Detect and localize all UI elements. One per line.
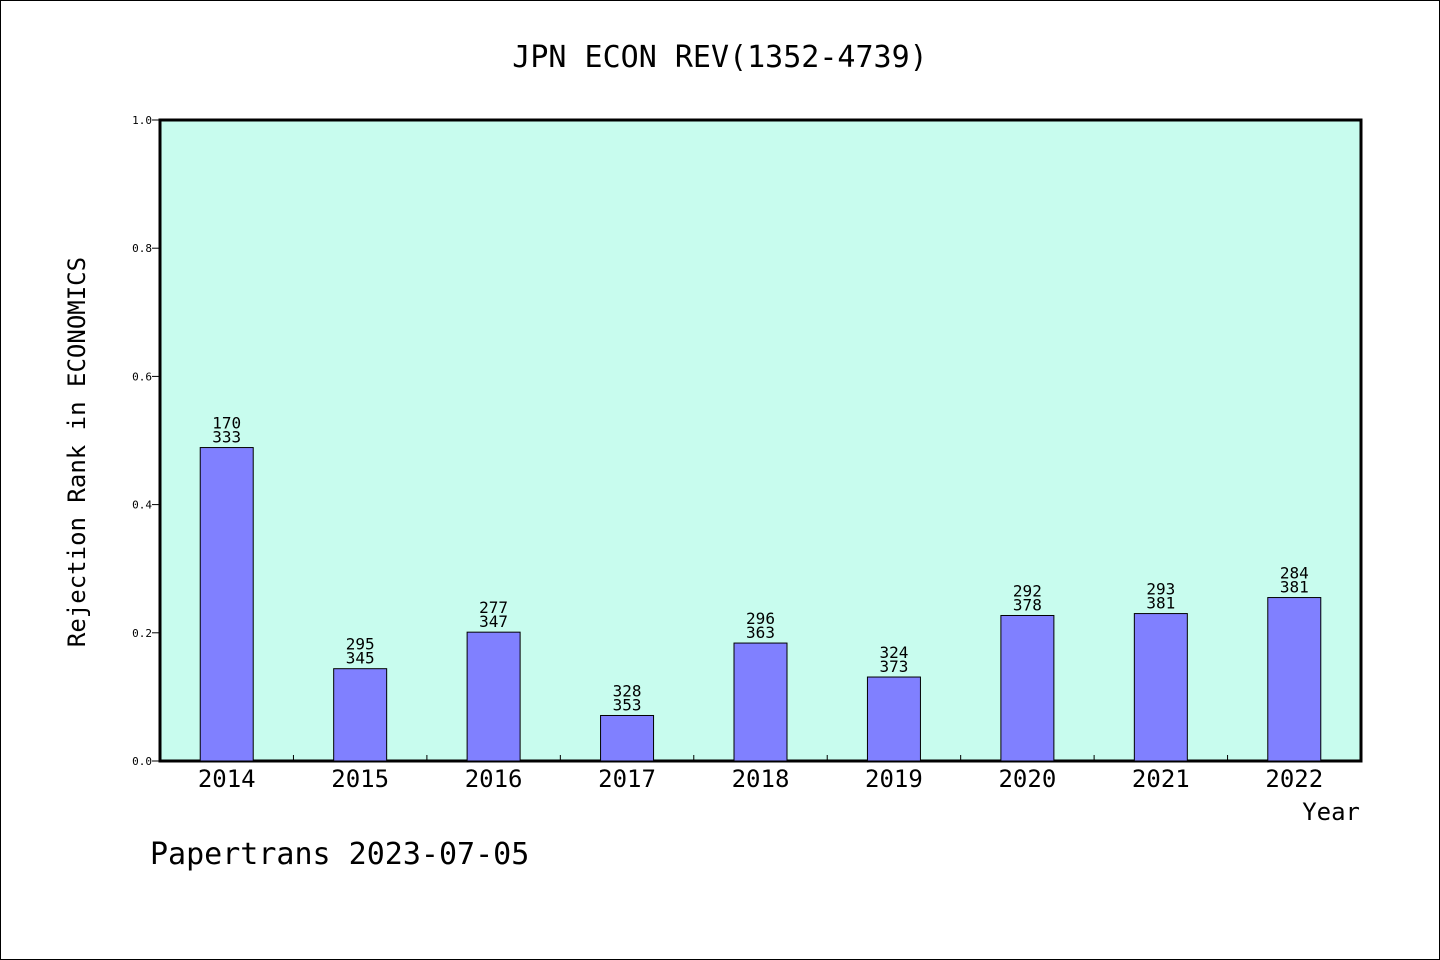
y-tick-label: 0.8 [132, 242, 152, 255]
y-tick-label: 0.2 [132, 627, 152, 640]
bar-label-bottom: 373 [879, 657, 908, 676]
bar-2018 [733, 642, 788, 762]
bar-label-bottom: 378 [1013, 595, 1042, 614]
bar-label-top: 328 [613, 681, 642, 700]
x-axis-label: Year [1302, 798, 1360, 826]
y-tick-label: 0.4 [132, 499, 152, 512]
y-axis: 0.0 0.2 0.4 0.6 0.8 1.0 [132, 114, 160, 768]
bar-2019 [866, 676, 921, 762]
bar-label-top: 324 [879, 643, 908, 662]
bar-series [199, 447, 1322, 762]
bar-2022 [1267, 597, 1322, 762]
bar-label-bottom: 345 [346, 649, 375, 668]
bar-label-bottom: 353 [613, 695, 642, 714]
bar-labels: 1703332953452773473283532963633243732923… [212, 414, 1308, 715]
bar-label-top: 277 [479, 598, 508, 617]
bar-label-bottom: 347 [479, 612, 508, 631]
bar-label-top: 295 [346, 635, 375, 654]
bar-2015 [333, 668, 388, 762]
bar-label-bottom: 363 [746, 623, 775, 642]
bar-2020 [1000, 614, 1055, 762]
bar-2021 [1133, 613, 1188, 762]
bar-label-top: 296 [746, 609, 775, 628]
y-tick-label: 0.0 [132, 755, 152, 768]
bar-label-top: 293 [1146, 580, 1175, 599]
bar-2017 [600, 714, 655, 762]
x-axis: 2014 2015 2016 2017 2018 2019 2020 2021 2022 [198, 755, 1323, 793]
x-tick-label: 2022 [1265, 765, 1323, 793]
y-tick-label: 1.0 [132, 114, 152, 127]
x-tick-label: 2020 [998, 765, 1056, 793]
x-tick-label: 2016 [465, 765, 523, 793]
chart-title: JPN ECON REV(1352-4739) [512, 40, 927, 75]
footer-stamp: Papertrans 2023-07-05 [150, 837, 529, 872]
bar-2014 [199, 447, 254, 762]
x-tick-label: 2019 [865, 765, 923, 793]
x-tick-label: 2014 [198, 765, 256, 793]
x-tick-label: 2021 [1132, 765, 1190, 793]
bar-2016 [466, 631, 521, 762]
bar-label-top: 170 [212, 414, 241, 433]
bar-label-top: 284 [1280, 564, 1309, 583]
bar-label-top: 292 [1013, 581, 1042, 600]
y-tick-label: 0.6 [132, 370, 152, 383]
bar-label-bottom: 333 [212, 428, 241, 447]
y-axis-label: Rejection Rank in ECONOMICS [63, 257, 91, 647]
x-tick-label: 2018 [732, 765, 790, 793]
x-tick-label: 2017 [598, 765, 656, 793]
x-tick-label: 2015 [331, 765, 389, 793]
bar-label-bottom: 381 [1280, 578, 1309, 597]
bar-label-bottom: 381 [1146, 594, 1175, 613]
